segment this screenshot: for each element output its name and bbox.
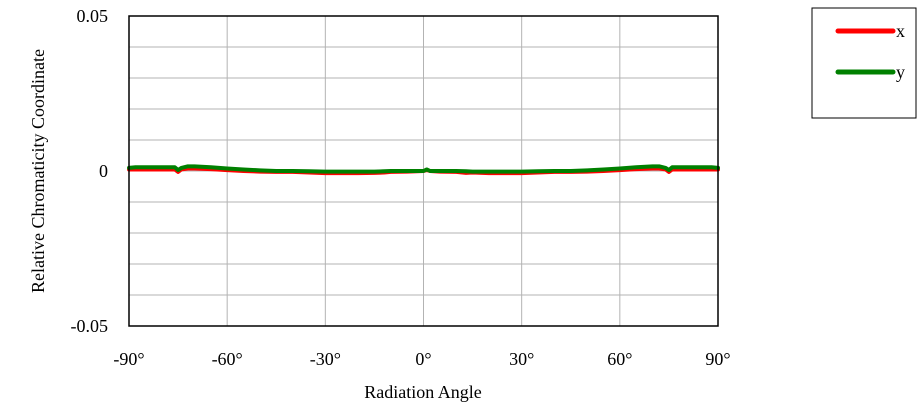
legend-box — [811, 7, 917, 119]
legend-label-x: x — [896, 21, 905, 41]
x-tick-label: 30° — [509, 349, 534, 369]
tick-labels: -90° -60° -30° 0° 30° 60° 90° 0.05 0 -0.05 — [71, 6, 731, 369]
series-line-y — [127, 164, 720, 174]
x-tick-label: 60° — [607, 349, 632, 369]
x-tick-label: 90° — [705, 349, 730, 369]
y-tick-label: 0 — [99, 161, 108, 181]
y-tick-label: -0.05 — [71, 316, 109, 336]
x-tick-label: -30° — [310, 349, 341, 369]
x-axis-title: Radiation Angle — [364, 382, 481, 402]
series-layer — [127, 164, 720, 176]
y-tick-label: 0.05 — [77, 6, 109, 26]
plot-border — [128, 15, 719, 327]
legend-label-y: y — [896, 62, 905, 82]
x-tick-label: -90° — [113, 349, 144, 369]
y-axis-title: Relative Chromaticity Coordinate — [28, 49, 48, 293]
x-tick-label: 0° — [415, 349, 431, 369]
x-tick-label: -60° — [212, 349, 243, 369]
legend: x y — [811, 7, 917, 119]
